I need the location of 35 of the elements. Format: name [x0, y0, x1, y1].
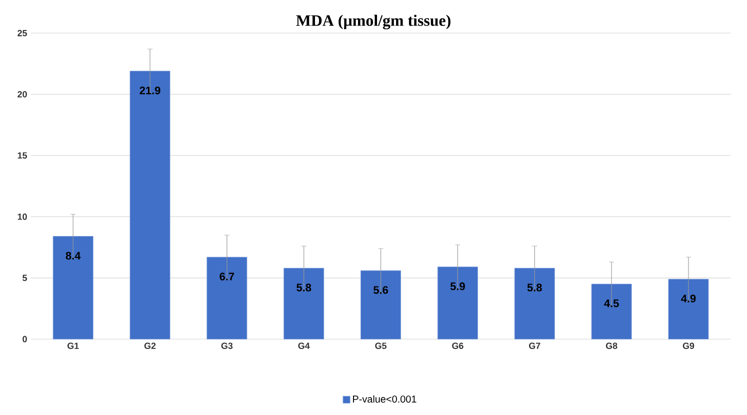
- x-tick-label: G9: [682, 342, 694, 349]
- data-label: 5.8: [296, 284, 312, 292]
- data-label: 4.5: [604, 300, 619, 308]
- y-tick-label: 20: [18, 91, 27, 98]
- x-tick-label: G7: [529, 342, 540, 349]
- bar: [284, 268, 324, 340]
- y-tick-label: 10: [18, 214, 27, 220]
- chart-title: MDA (µmol/gm tissue): [296, 14, 450, 30]
- x-tick-label: G5: [375, 342, 387, 349]
- x-tick-label: G8: [606, 342, 618, 349]
- x-tick-label: G2: [144, 342, 156, 349]
- bar: [591, 284, 632, 340]
- x-tick-label: G6: [452, 342, 464, 349]
- data-label: 6.7: [220, 272, 234, 280]
- data-label: 5.9: [450, 282, 465, 290]
- y-tick-label: 5: [22, 274, 27, 282]
- x-tick-label: G1: [67, 342, 79, 349]
- bar: [130, 70, 170, 340]
- data-label: 8.4: [66, 252, 81, 260]
- data-label: 4.9: [681, 294, 696, 302]
- bar: [514, 268, 555, 340]
- x-tick-label: G3: [221, 342, 233, 349]
- bar: [206, 256, 248, 340]
- data-label: 5.8: [527, 284, 542, 292]
- y-tick-label: 25: [18, 30, 27, 36]
- legend-label: P-value<0.001: [353, 395, 416, 403]
- y-tick-label: 0: [22, 336, 27, 342]
- bar: [668, 278, 709, 340]
- data-label: 21.9: [140, 86, 160, 94]
- bar: [438, 266, 478, 340]
- y-tick-label: 15: [18, 152, 27, 159]
- bar: [360, 270, 401, 340]
- x-tick-label: G4: [298, 342, 310, 349]
- data-label: 5.6: [374, 286, 388, 294]
- bar: [52, 236, 94, 340]
